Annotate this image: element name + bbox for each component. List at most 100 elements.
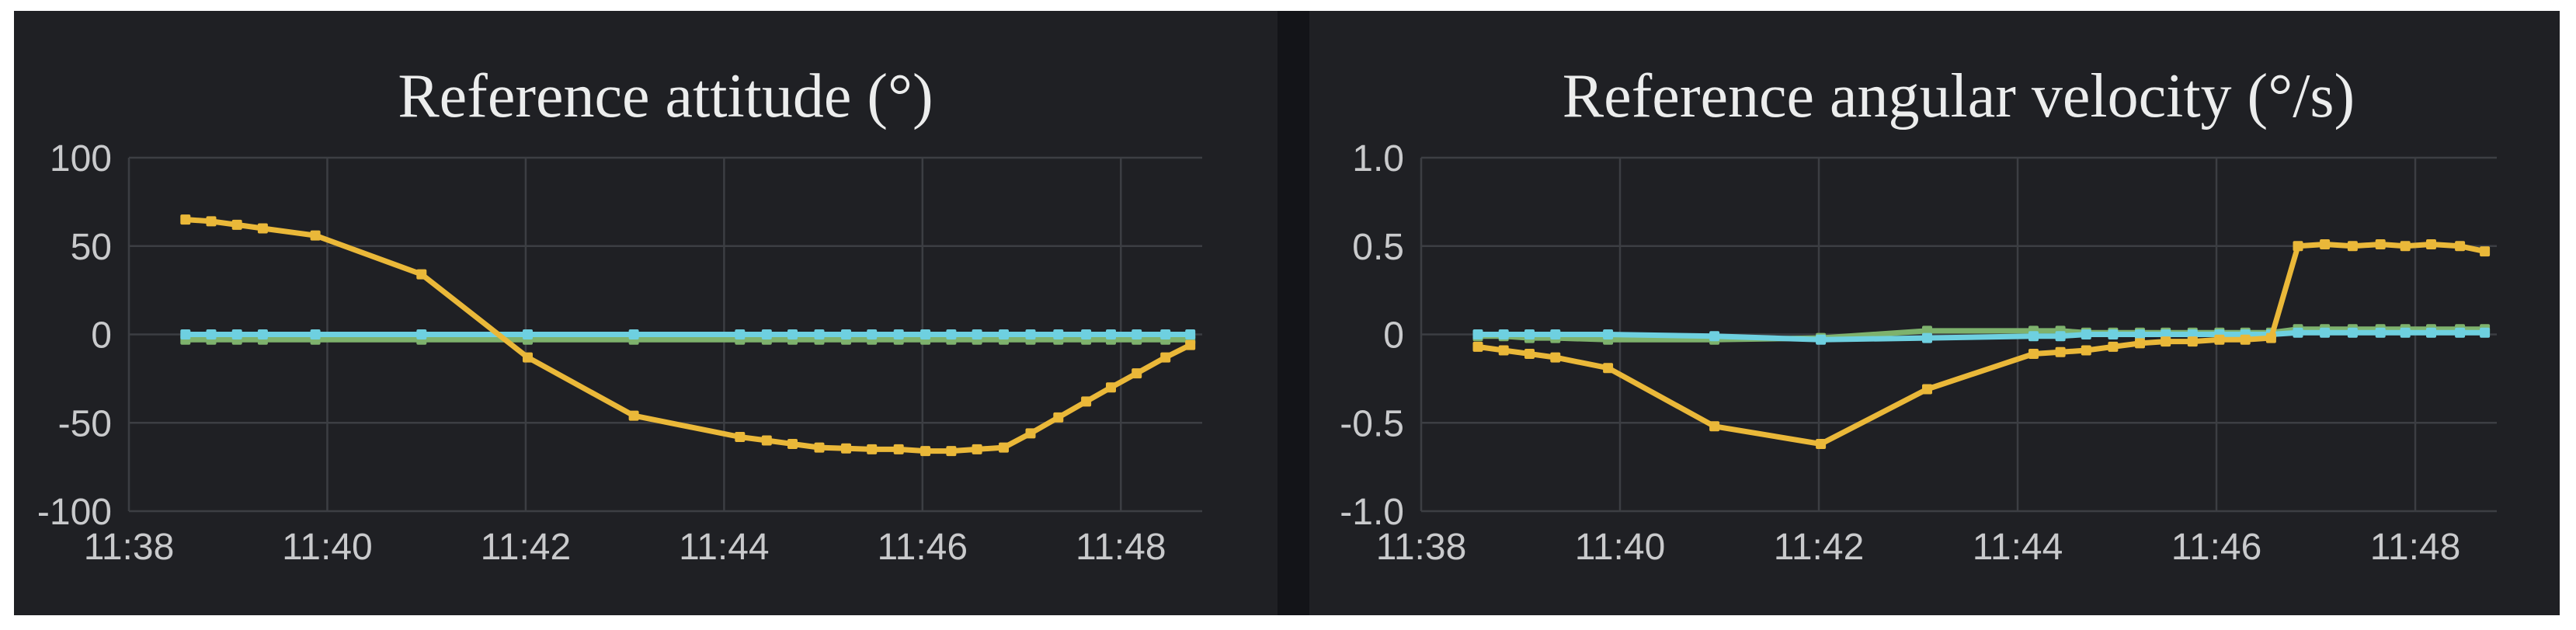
y-tick-label: 0 [1383, 315, 1404, 357]
y-tick-label: 50 [71, 227, 112, 268]
data-point-cyan [2400, 327, 2411, 338]
x-tick-label: 11:46 [2171, 527, 2262, 568]
data-point-cyan [946, 329, 957, 339]
data-point-cyan [231, 329, 242, 339]
data-point-cyan [867, 329, 878, 339]
data-point-yellow [2265, 332, 2276, 343]
data-point-cyan [2028, 331, 2039, 342]
data-point-yellow [735, 432, 746, 442]
x-tick-label: 11:38 [1376, 527, 1467, 568]
y-tick-label: 1.0 [1352, 138, 1404, 179]
x-tick-label: 11:42 [481, 527, 572, 568]
x-tick-label: 11:40 [282, 527, 373, 568]
data-point-yellow [310, 230, 321, 241]
data-point-cyan [310, 329, 321, 339]
data-point-cyan [1132, 329, 1142, 339]
panel-reference-attitude: 100 50 0 -50 -100 11:38 11:40 11:42 11:44 11:46 11… [14, 11, 1278, 615]
data-point-yellow [2375, 239, 2386, 249]
data-point-yellow [972, 444, 982, 454]
y-tick-label: 0 [91, 315, 112, 357]
data-point-yellow [2240, 334, 2251, 345]
x-tick-label: 11:38 [84, 527, 175, 568]
data-point-yellow [628, 410, 639, 421]
data-point-yellow [787, 439, 798, 449]
data-point-yellow [2161, 336, 2171, 347]
x-tick-label: 11:42 [1774, 527, 1865, 568]
data-point-cyan [787, 329, 798, 339]
data-point-cyan [1550, 329, 1561, 339]
data-point-yellow [523, 352, 533, 363]
data-point-yellow [841, 443, 851, 454]
data-point-cyan [999, 329, 1009, 339]
data-point-yellow [180, 214, 191, 225]
data-point-cyan [1025, 329, 1036, 339]
data-point-cyan [206, 329, 217, 339]
data-point-yellow [946, 446, 957, 457]
data-point-cyan [1053, 329, 1064, 339]
series-line-yellow[interactable] [1475, 242, 2488, 447]
data-point-cyan [416, 329, 427, 339]
data-point-yellow [2347, 241, 2358, 252]
data-point-cyan [2135, 329, 2145, 339]
data-point-cyan [1603, 329, 1614, 339]
data-point-yellow [1498, 345, 1509, 356]
y-tick-label: 100 [50, 138, 112, 179]
data-point-yellow [2455, 241, 2466, 252]
data-point-cyan [814, 329, 825, 339]
data-point-yellow [1053, 412, 1064, 423]
data-point-yellow [893, 444, 904, 454]
data-point-yellow [920, 446, 931, 457]
data-point-yellow [1160, 352, 1171, 363]
data-point-yellow [1603, 363, 1614, 374]
data-point-yellow [2187, 336, 2198, 347]
data-point-cyan [1160, 329, 1171, 339]
data-point-cyan [920, 329, 931, 339]
data-point-yellow [2480, 246, 2491, 257]
data-point-cyan [2347, 327, 2358, 338]
data-point-cyan [628, 329, 639, 339]
x-tick-label: 11:46 [878, 527, 968, 568]
data-point-cyan [2455, 327, 2466, 338]
data-point-yellow [2426, 239, 2436, 249]
reference-angular-velocity-chart[interactable]: 1.0 0.5 0 -0.5 -1.011:38 11:40 11:42 11:44 11:46… [1309, 11, 2560, 615]
data-point-yellow [867, 444, 878, 454]
data-point-yellow [416, 269, 427, 280]
data-point-yellow [2293, 241, 2303, 252]
data-point-yellow [1025, 428, 1036, 439]
x-tick-label: 11:44 [1973, 527, 2063, 568]
data-point-yellow [2400, 241, 2411, 252]
data-point-cyan [257, 329, 268, 339]
data-point-cyan [1185, 329, 1196, 339]
data-point-yellow [814, 442, 825, 453]
data-point-yellow [2214, 334, 2225, 345]
data-point-cyan [1709, 331, 1720, 342]
data-point-cyan [735, 329, 746, 339]
data-point-cyan [2081, 329, 2091, 339]
data-point-yellow [1185, 339, 1196, 350]
data-point-yellow [1132, 368, 1142, 379]
y-tick-label: -100 [37, 492, 112, 533]
data-point-cyan [2375, 327, 2386, 338]
data-point-cyan [1106, 329, 1116, 339]
data-point-cyan [1498, 329, 1509, 339]
data-point-cyan [972, 329, 982, 339]
data-point-yellow [2081, 345, 2091, 356]
data-point-cyan [523, 329, 533, 339]
x-tick-label: 11:48 [1076, 527, 1166, 568]
data-point-yellow [1709, 421, 1720, 432]
data-point-yellow [1472, 341, 1483, 352]
x-tick-label: 11:40 [1575, 527, 1666, 568]
data-point-cyan [1922, 332, 1932, 343]
data-point-cyan [180, 329, 191, 339]
data-point-yellow [231, 219, 242, 230]
data-point-yellow [1106, 382, 1116, 393]
data-point-cyan [1524, 329, 1535, 339]
data-point-yellow [999, 442, 1009, 453]
data-point-yellow [1922, 384, 1932, 395]
data-point-cyan [2108, 329, 2119, 339]
panel-reference-angular-velocity: 1.0 0.5 0 -0.5 -1.0 11:38 11:40 11:42 11:44 11:46… [1309, 11, 2560, 615]
data-point-yellow [1081, 396, 1092, 407]
data-point-cyan [2320, 327, 2331, 338]
